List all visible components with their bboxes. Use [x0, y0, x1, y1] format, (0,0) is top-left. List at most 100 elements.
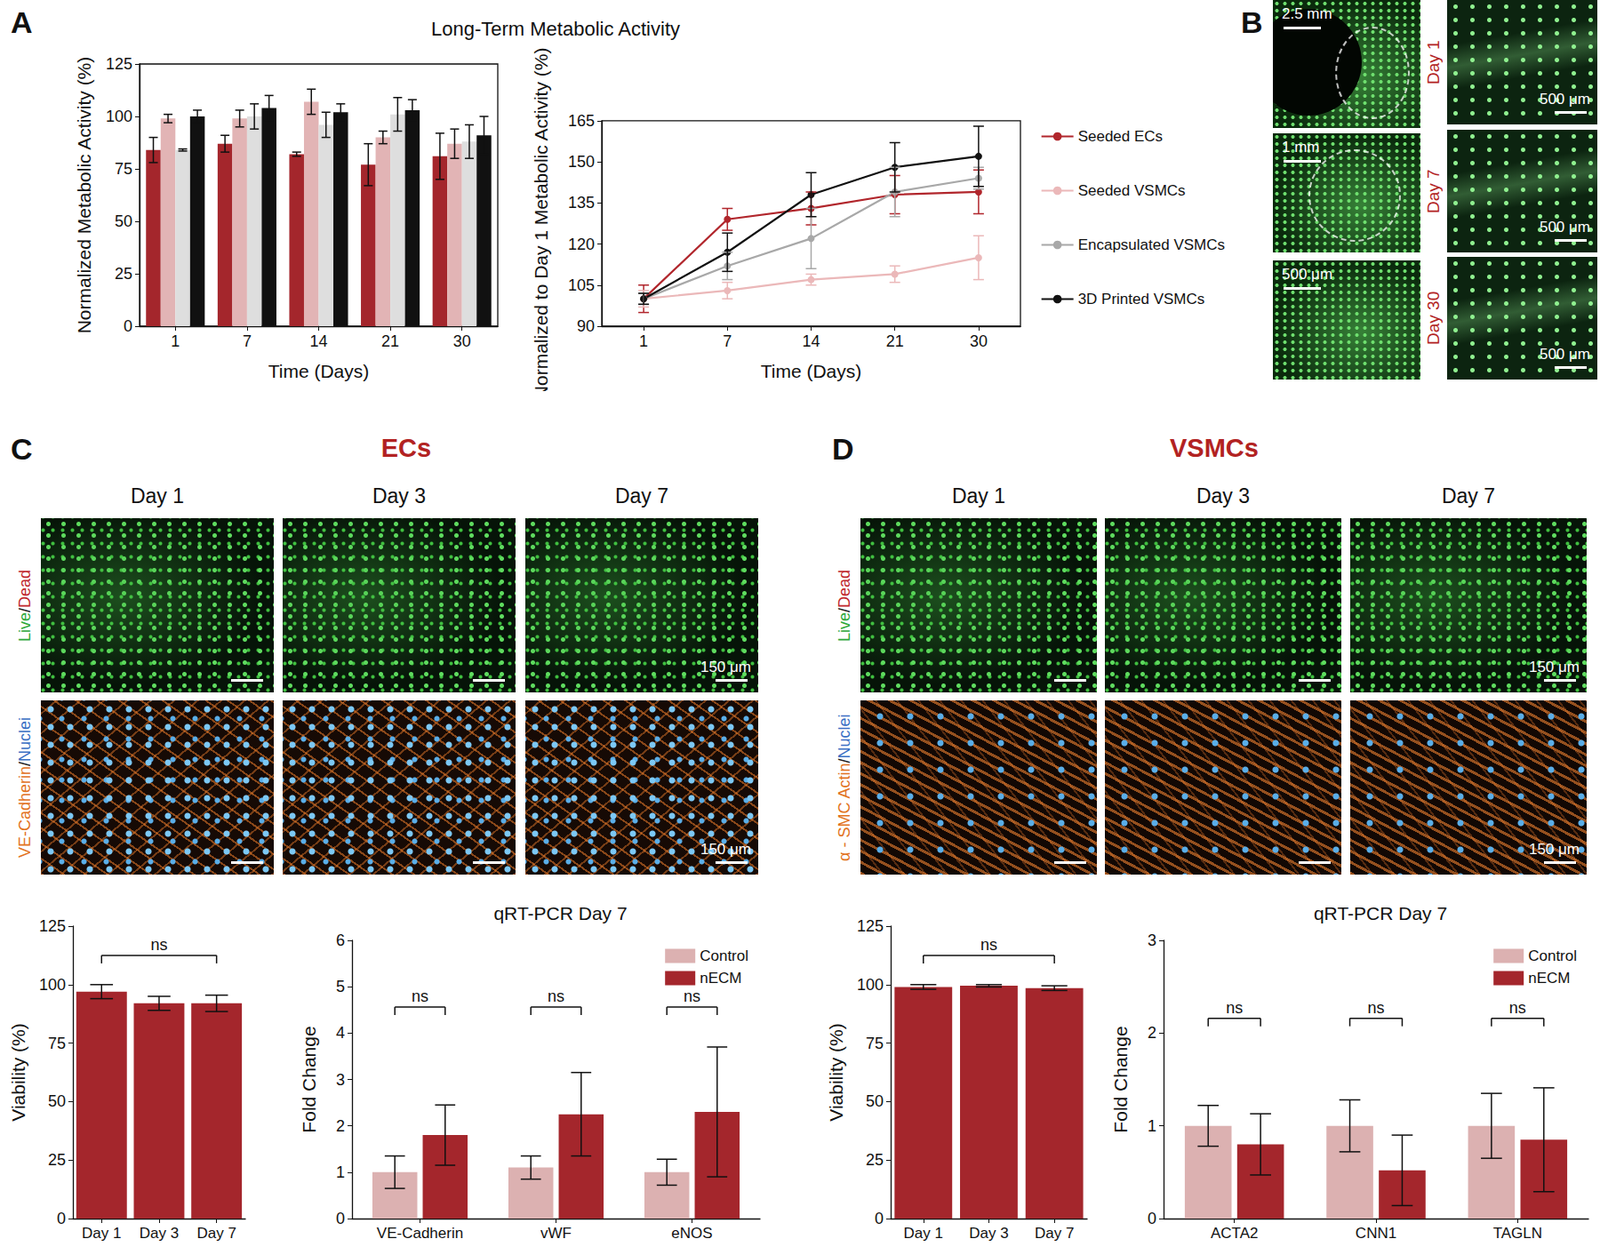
html-text:Day 7: Day 7 [1441, 484, 1496, 508]
svg-text:TAGLN: TAGLN [1493, 1224, 1543, 1242]
svg-text:Time (Days): Time (Days) [268, 360, 370, 382]
html-text:Day 1: Day 1 [130, 484, 184, 508]
svg-text:90: 90 [576, 317, 595, 336]
svg-text:ns: ns [980, 936, 998, 954]
svg-text:ACTA2: ACTA2 [1210, 1224, 1259, 1242]
svg-text:75: 75 [865, 1034, 884, 1053]
svg-text:Day 7: Day 7 [196, 1224, 236, 1242]
html-text:Day 30: Day 30 [1424, 291, 1443, 345]
svg-text:Fold Change: Fold Change [298, 1025, 320, 1133]
svg-text:2: 2 [336, 1117, 345, 1136]
svg-text:21: 21 [381, 332, 400, 351]
html-text:Day 1: Day 1 [952, 484, 1006, 508]
html-text:B: B [1240, 5, 1263, 40]
svg-text:105: 105 [568, 276, 595, 295]
svg-text:qRT-PCR Day 7: qRT-PCR Day 7 [493, 903, 627, 924]
svg-text:Normalized Metabolic Activity: Normalized Metabolic Activity (%) [73, 56, 95, 335]
svg-text:Day 7: Day 7 [1034, 1224, 1074, 1242]
html-text:A: A [10, 5, 33, 40]
svg-text:14: 14 [309, 332, 328, 351]
svg-text:1: 1 [639, 332, 648, 351]
svg-text:75: 75 [48, 1034, 66, 1053]
svg-text:CNN1: CNN1 [1355, 1224, 1397, 1242]
svg-text:ns: ns [1367, 999, 1384, 1017]
svg-text:50: 50 [114, 212, 133, 231]
html-text:Live: Live [835, 612, 854, 642]
svg-text:1: 1 [336, 1163, 345, 1182]
svg-text:14: 14 [801, 332, 820, 351]
svg-text:120: 120 [568, 235, 595, 254]
svg-text:Day 1: Day 1 [81, 1224, 121, 1242]
svg-text:1: 1 [170, 332, 180, 351]
svg-text:ns: ns [547, 987, 565, 1006]
svg-text:Fold Change: Fold Change [1110, 1025, 1131, 1133]
svg-text:Encapsulated VSMCs: Encapsulated VSMCs [1078, 236, 1225, 254]
svg-text:5: 5 [336, 977, 345, 996]
html-text:D: D [832, 432, 854, 466]
svg-text:2: 2 [1147, 1024, 1157, 1042]
html-text:Day 3: Day 3 [1196, 484, 1250, 508]
svg-text:Control: Control [1528, 947, 1577, 965]
svg-text:7: 7 [722, 332, 732, 351]
svg-text:ns: ns [683, 987, 701, 1006]
html-text:Day 3: Day 3 [372, 484, 426, 508]
svg-text:nECM: nECM [1528, 969, 1570, 987]
svg-text:0: 0 [336, 1209, 345, 1228]
svg-text:Seeded VSMCs: Seeded VSMCs [1078, 182, 1186, 200]
svg-text:0: 0 [1147, 1209, 1157, 1228]
svg-text:eNOS: eNOS [671, 1224, 712, 1242]
svg-text:VE-Cadherin: VE-Cadherin [376, 1224, 464, 1242]
svg-text:3: 3 [336, 1071, 345, 1089]
html-text:C: C [10, 432, 33, 466]
svg-text:75: 75 [114, 160, 133, 178]
svg-text:1: 1 [1147, 1117, 1157, 1136]
svg-text:0: 0 [874, 1209, 884, 1228]
html-text:ECs: ECs [381, 433, 432, 463]
svg-text:Day 3: Day 3 [968, 1224, 1008, 1242]
svg-text:Day 3: Day 3 [139, 1224, 179, 1242]
svg-text:nECM: nECM [699, 969, 742, 987]
html-text:VSMCs: VSMCs [1169, 433, 1259, 463]
svg-text:Normalized to Day 1 Metabolic: Normalized to Day 1 Metabolic Activity (… [530, 48, 552, 392]
svg-text:4: 4 [336, 1024, 345, 1042]
svg-text:Time (Days): Time (Days) [760, 360, 863, 382]
svg-text:ns: ns [1225, 999, 1243, 1017]
svg-text:100: 100 [856, 976, 884, 994]
svg-text:Day 1: Day 1 [904, 1224, 944, 1242]
html-text:Long-Term Metabolic Activity: Long-Term Metabolic Activity [431, 17, 680, 40]
svg-text:0: 0 [56, 1209, 66, 1228]
svg-text:25: 25 [114, 264, 133, 283]
svg-text:ns: ns [1509, 999, 1527, 1017]
svg-text:Viability (%): Viability (%) [8, 1023, 29, 1121]
svg-text:125: 125 [856, 917, 884, 936]
svg-text:Control: Control [699, 947, 749, 965]
svg-text:0: 0 [123, 317, 133, 336]
svg-text:165: 165 [568, 112, 595, 130]
svg-text:3D Printed VSMCs: 3D Printed VSMCs [1078, 290, 1206, 308]
svg-text:125: 125 [105, 55, 133, 73]
svg-text:ns: ns [150, 936, 168, 954]
html-text:Day 1: Day 1 [1424, 40, 1443, 85]
svg-text:6: 6 [336, 931, 345, 950]
svg-text:3: 3 [1147, 931, 1157, 950]
svg-text:30: 30 [969, 332, 988, 351]
svg-text:21: 21 [886, 332, 904, 351]
svg-text:qRT-PCR Day 7: qRT-PCR Day 7 [1313, 903, 1448, 924]
svg-text:50: 50 [865, 1092, 884, 1111]
svg-text:25: 25 [48, 1151, 66, 1169]
svg-text:7: 7 [242, 332, 252, 351]
svg-text:125: 125 [39, 917, 66, 936]
svg-text:50: 50 [48, 1092, 66, 1111]
svg-text:vWF: vWF [540, 1224, 572, 1242]
html-text:Day 7: Day 7 [1424, 169, 1443, 214]
svg-text:100: 100 [105, 107, 133, 126]
svg-text:100: 100 [39, 976, 66, 994]
svg-text:150: 150 [568, 152, 595, 171]
svg-text:30: 30 [453, 332, 472, 351]
html-text:Day 7: Day 7 [615, 484, 669, 508]
svg-text:Viability (%): Viability (%) [825, 1023, 847, 1121]
svg-text:ns: ns [411, 987, 429, 1006]
svg-text:135: 135 [568, 193, 595, 212]
svg-text:Seeded ECs: Seeded ECs [1078, 128, 1163, 145]
svg-text:25: 25 [865, 1151, 884, 1169]
